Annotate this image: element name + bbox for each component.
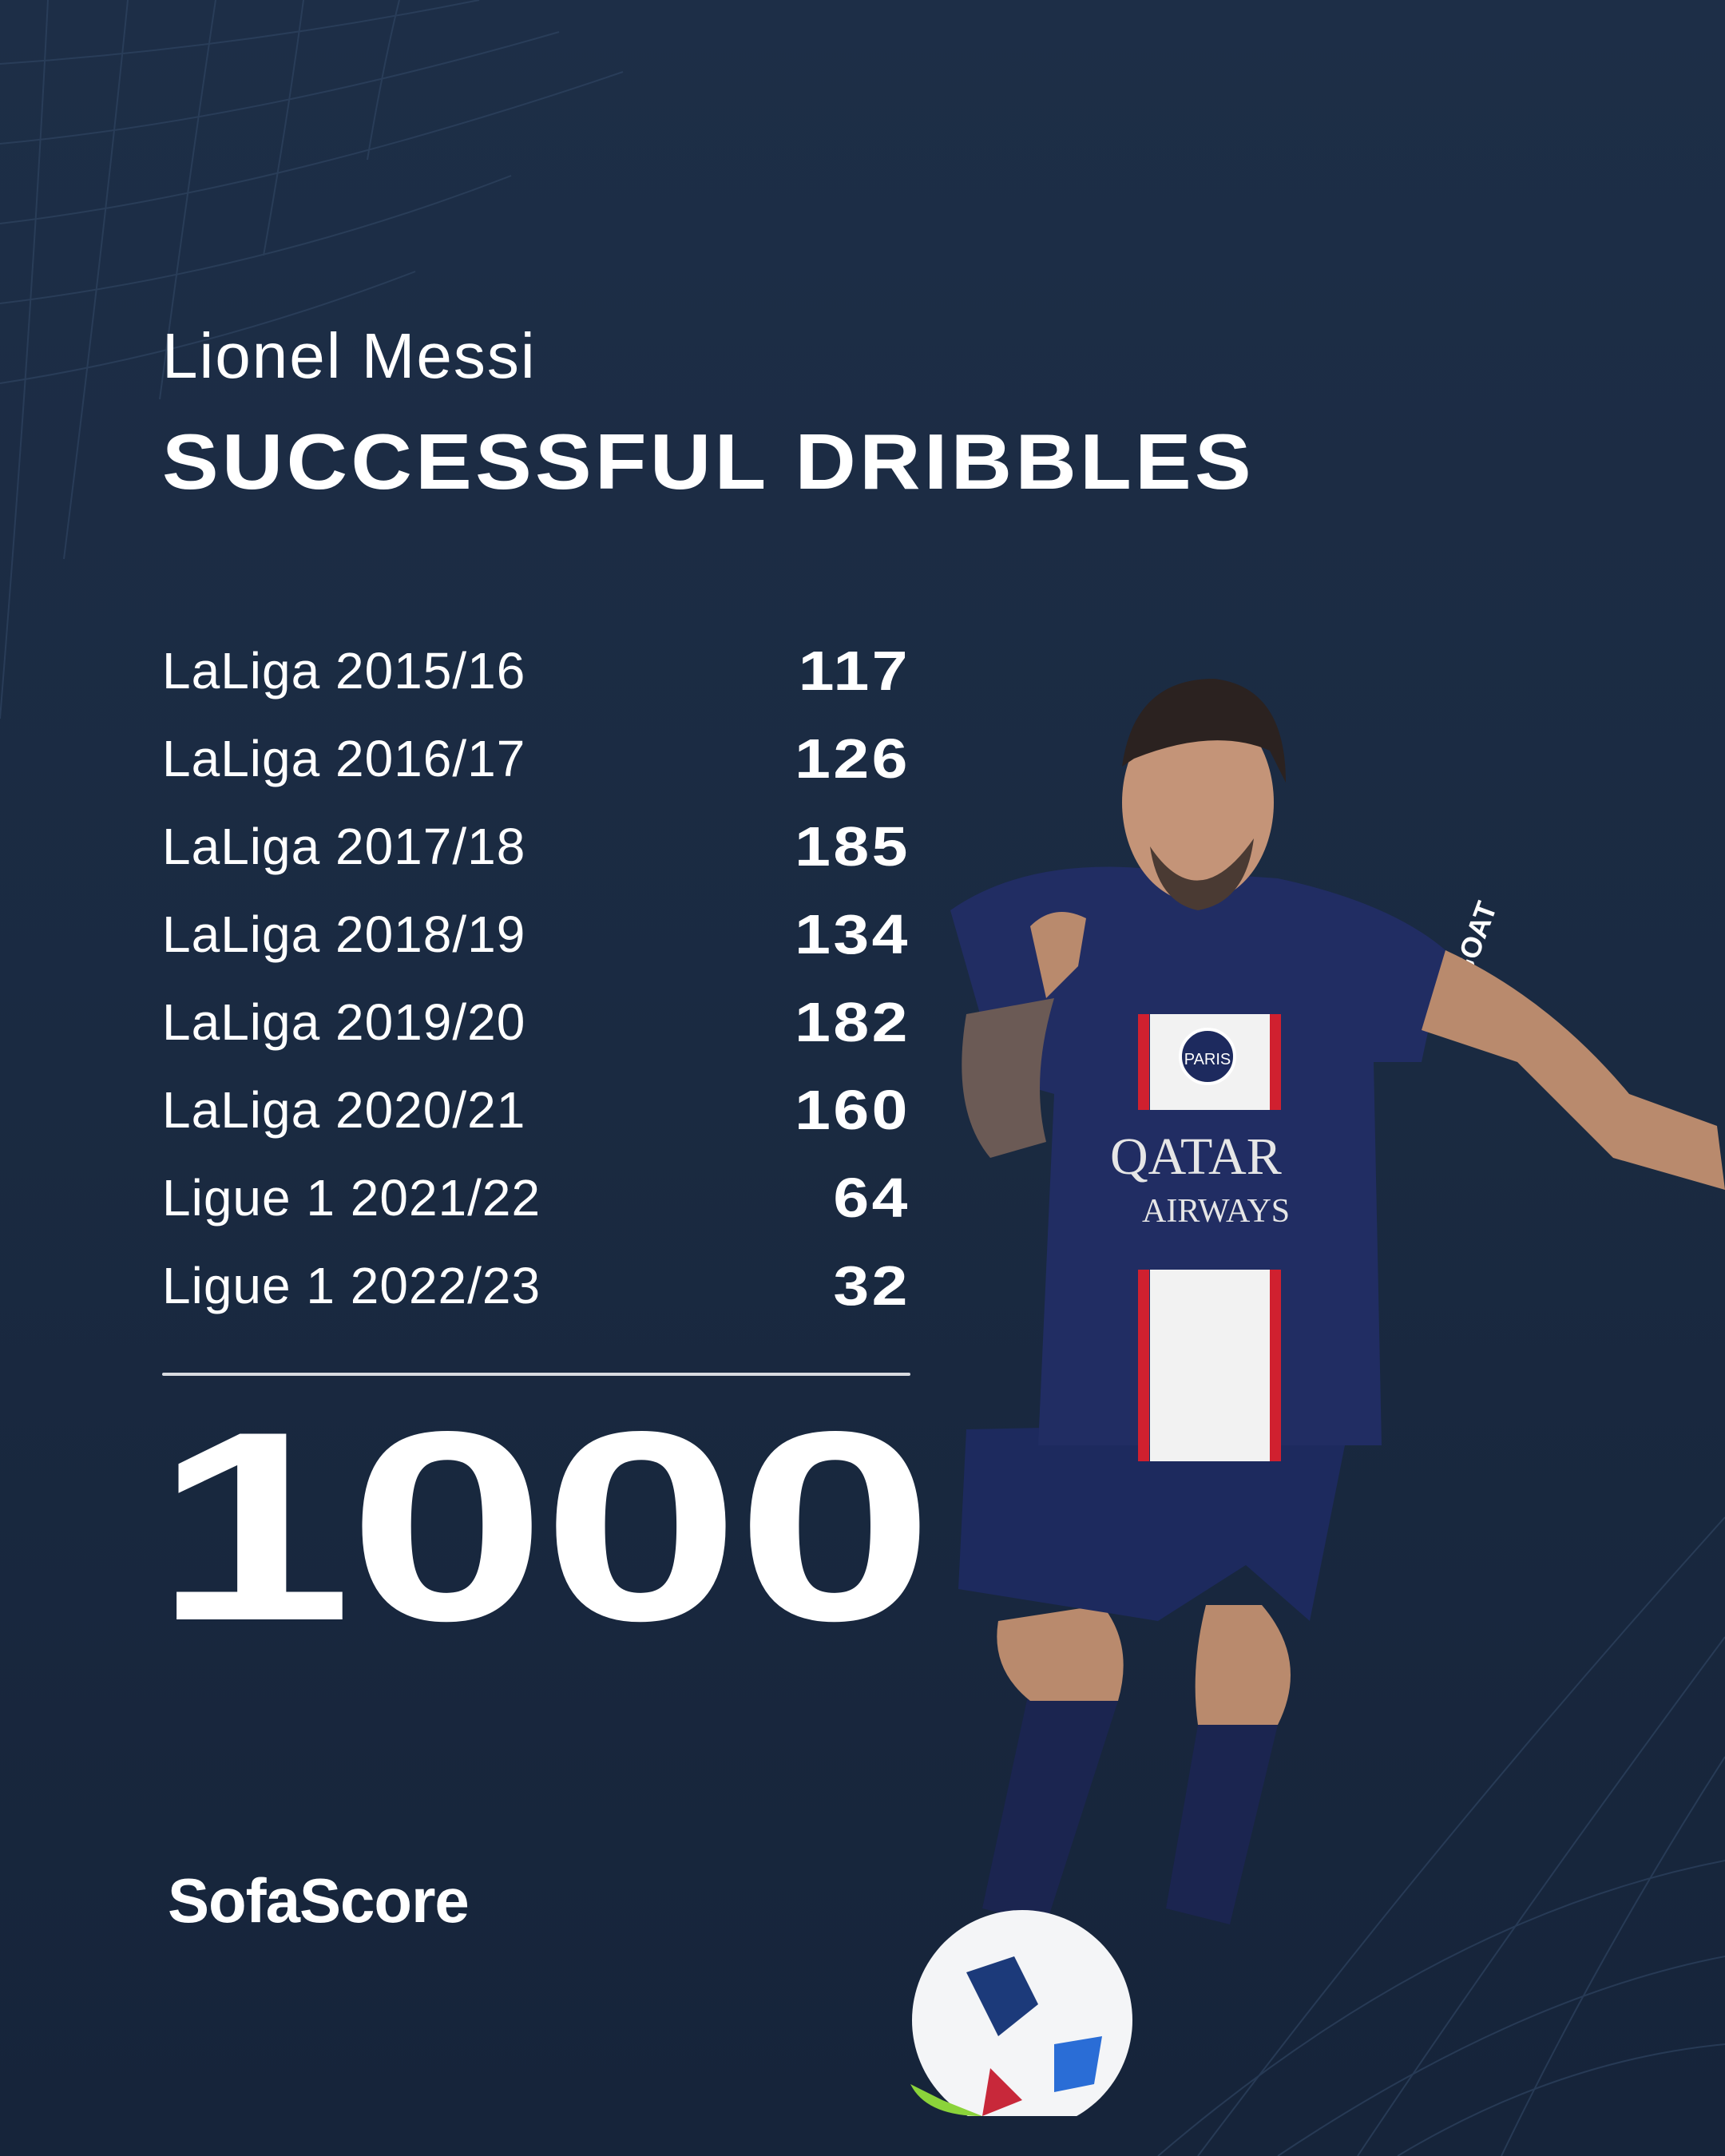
total-value: 1000 (154, 1375, 934, 1677)
season-value: 32 (833, 1254, 910, 1317)
stat-title: SUCCESSFUL DRIBBLES (162, 418, 1255, 505)
season-row: Ligue 1 2022/23 32 (162, 1242, 910, 1330)
sponsor-line2: AIRWAYS (1142, 1193, 1290, 1230)
season-value: 134 (795, 903, 910, 965)
crest-text: PARIS (1184, 1051, 1231, 1068)
player-photo: PARIS QATAR AIRWAYS GOAT (910, 679, 1725, 2116)
season-value: 160 (795, 1079, 910, 1141)
season-row: Ligue 1 2021/22 64 (162, 1154, 910, 1242)
season-label: LaLiga 2016/17 (162, 730, 526, 787)
season-row: LaLiga 2018/19 134 (162, 890, 910, 978)
season-value: 185 (795, 815, 910, 878)
divider (162, 1373, 910, 1376)
season-row: LaLiga 2015/16 117 (162, 627, 910, 715)
season-value: 182 (795, 991, 910, 1053)
season-value: 126 (795, 727, 910, 790)
season-label: Ligue 1 2022/23 (162, 1257, 541, 1314)
season-label: LaLiga 2017/18 (162, 818, 526, 875)
season-row: LaLiga 2016/17 126 (162, 715, 910, 803)
sponsor-line1: QATAR (1110, 1128, 1282, 1186)
season-row: LaLiga 2020/21 160 (162, 1066, 910, 1154)
season-label: Ligue 1 2021/22 (162, 1169, 541, 1227)
sofascore-logo: SofaScore (168, 1865, 470, 1936)
season-label: LaLiga 2019/20 (162, 993, 526, 1051)
season-value: 117 (798, 640, 910, 702)
season-label: LaLiga 2020/21 (162, 1081, 526, 1139)
season-row: LaLiga 2017/18 185 (162, 803, 910, 890)
season-list: LaLiga 2015/16 117 LaLiga 2016/17 126 LaLi… (162, 627, 910, 1330)
season-label: LaLiga 2015/16 (162, 642, 526, 700)
season-label: LaLiga 2018/19 (162, 906, 526, 963)
player-name: Lionel Messi (162, 320, 537, 391)
season-value: 64 (833, 1167, 910, 1229)
season-row: LaLiga 2019/20 182 (162, 978, 910, 1066)
